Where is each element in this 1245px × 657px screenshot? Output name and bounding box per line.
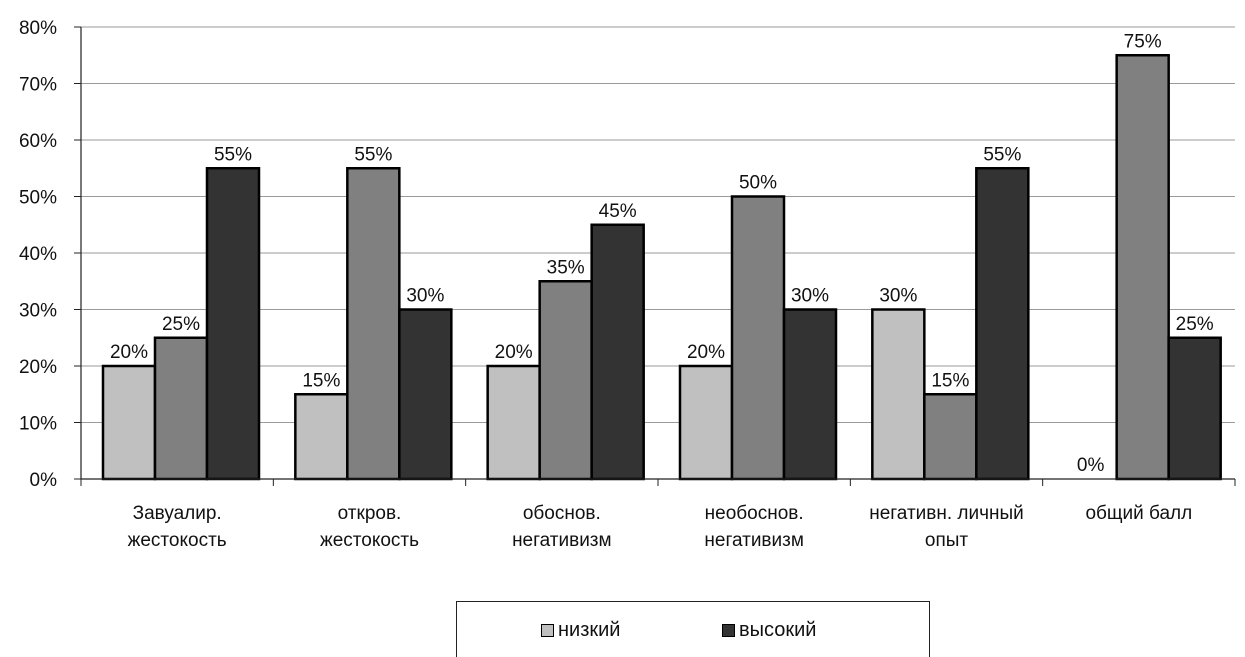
y-tick-label: 50% (19, 188, 57, 209)
x-category-label: обоснов. негативизм (512, 503, 612, 551)
y-tick-label: 0% (30, 470, 58, 491)
y-tick-label: 60% (19, 131, 57, 152)
x-category-label: общий балл (1085, 503, 1192, 524)
bar (975, 167, 1030, 481)
legend-item-low: низкий (541, 619, 620, 642)
data-label: 15% (302, 370, 340, 391)
bar (871, 308, 926, 481)
bar (590, 223, 645, 481)
data-label: 30% (406, 286, 444, 307)
legend-label-low: низкий (558, 619, 621, 641)
data-label: 30% (879, 286, 917, 307)
bars (101, 54, 1222, 481)
legend-swatch-low (541, 624, 554, 637)
labels: 20% 15% 20% 20% 30% 0% 25% 55% 35% 50% 15% 75% 55% 30… (110, 31, 1214, 476)
bar (1167, 336, 1222, 481)
y-tick-label: 40% (19, 244, 57, 265)
y-tick-label: 20% (19, 357, 57, 378)
data-label: 35% (547, 257, 585, 278)
bar (1115, 54, 1170, 481)
data-label: 20% (495, 342, 533, 363)
data-label: 55% (983, 144, 1021, 165)
x-category-label: негативн. личный опыт (869, 503, 1024, 551)
data-label: 25% (1176, 314, 1214, 335)
axes: 0% 10% 20% 30% 40% 50% 60% 70% 80% Завуалир. жесто… (19, 18, 1236, 551)
data-label: 25% (162, 314, 200, 335)
legend-label-high: высокий (739, 619, 817, 641)
legend: низкий высокий (456, 601, 930, 657)
legend-item-high: высокий (722, 619, 816, 642)
data-label: 50% (739, 173, 777, 194)
data-label: 55% (214, 144, 252, 165)
y-tick-label: 30% (19, 301, 57, 322)
bar (923, 393, 978, 481)
legend-swatch-high (722, 624, 735, 637)
data-label: 75% (1124, 31, 1162, 52)
bar (398, 308, 453, 481)
bar (730, 195, 786, 481)
y-tick-label: 70% (19, 75, 57, 96)
x-category-label: откров. жестокость (320, 503, 419, 551)
data-label: 20% (687, 342, 725, 363)
data-label: 0% (1077, 455, 1105, 476)
data-label: 20% (110, 342, 148, 363)
bar (101, 364, 157, 481)
x-category-label: необоснов. негативизм (704, 503, 804, 551)
x-category-label: Завуалир. жестокость (128, 503, 227, 551)
data-label: 45% (599, 201, 637, 222)
data-label: 55% (354, 144, 392, 165)
bar (678, 364, 734, 481)
y-tick-label: 10% (19, 414, 57, 435)
data-label: 15% (931, 370, 969, 391)
bar (346, 167, 401, 481)
bar (294, 393, 349, 481)
y-tick-label: 80% (19, 18, 57, 39)
bar (205, 167, 261, 481)
data-label: 30% (791, 286, 829, 307)
gridlines (81, 26, 1235, 423)
bar (486, 364, 541, 481)
bar (538, 280, 593, 481)
bar (153, 336, 209, 481)
bar (782, 308, 838, 481)
